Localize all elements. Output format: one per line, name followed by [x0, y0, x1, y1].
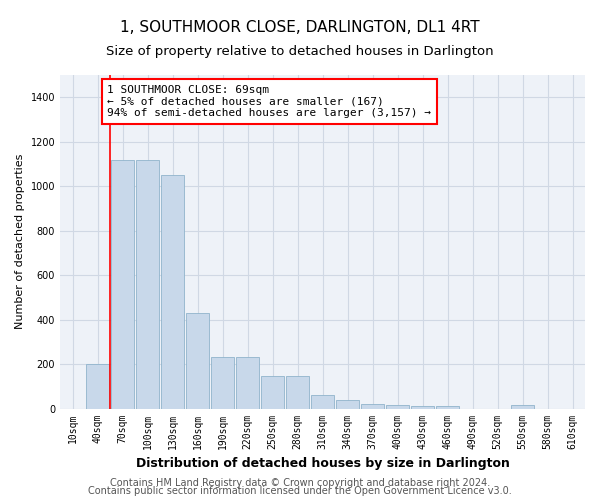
X-axis label: Distribution of detached houses by size in Darlington: Distribution of detached houses by size … [136, 457, 509, 470]
Bar [236, 358, 259, 408]
Bar [511, 405, 534, 408]
Text: Size of property relative to detached houses in Darlington: Size of property relative to detached ho… [106, 45, 494, 58]
Bar [111, 160, 134, 408]
Bar [86, 364, 109, 408]
Text: Contains HM Land Registry data © Crown copyright and database right 2024.: Contains HM Land Registry data © Crown c… [110, 478, 490, 488]
Bar [336, 400, 359, 408]
Text: Contains public sector information licensed under the Open Government Licence v3: Contains public sector information licen… [88, 486, 512, 496]
Bar [286, 376, 309, 408]
Bar [186, 313, 209, 408]
Bar [211, 358, 234, 408]
Y-axis label: Number of detached properties: Number of detached properties [15, 154, 25, 330]
Bar [411, 406, 434, 408]
Bar [386, 405, 409, 408]
Bar [161, 175, 184, 408]
Text: 1, SOUTHMOOR CLOSE, DARLINGTON, DL1 4RT: 1, SOUTHMOOR CLOSE, DARLINGTON, DL1 4RT [120, 20, 480, 35]
Text: 1 SOUTHMOOR CLOSE: 69sqm
← 5% of detached houses are smaller (167)
94% of semi-d: 1 SOUTHMOOR CLOSE: 69sqm ← 5% of detache… [107, 85, 431, 118]
Bar [261, 376, 284, 408]
Bar [136, 160, 159, 408]
Bar [311, 395, 334, 408]
Bar [361, 404, 384, 408]
Bar [436, 406, 459, 408]
